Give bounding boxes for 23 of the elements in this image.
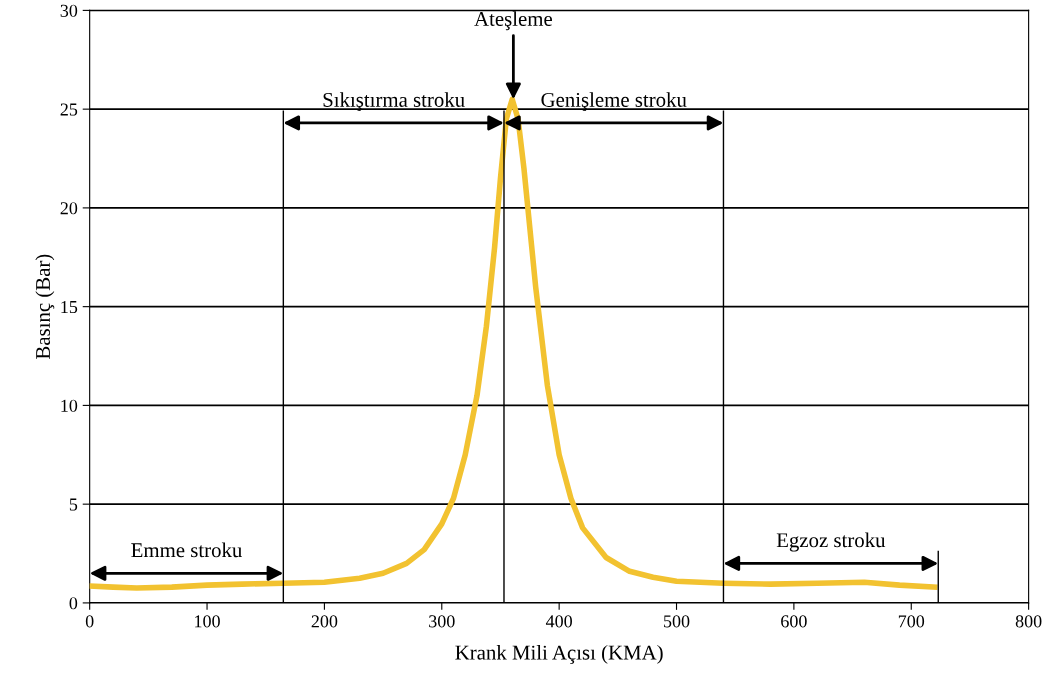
x-tick-label: 700	[898, 615, 925, 628]
y-tick-label: 5	[69, 498, 78, 511]
y-axis-title: Basınç (Bar)	[35, 254, 55, 359]
y-tick-label: 20	[60, 202, 78, 215]
y-tick-label: 10	[61, 399, 78, 412]
x-tick-label: 400	[545, 615, 572, 628]
x-tick-label: 300	[429, 615, 455, 628]
x-tick-label: 0	[85, 615, 94, 628]
y-tick-label: 15	[61, 301, 78, 314]
annotation: Egzoz stroku	[776, 532, 886, 552]
annotation: Sıkıştırma stroku	[323, 92, 465, 112]
x-tick-label: 500	[664, 615, 690, 628]
x-axis-title: Krank Mili Açısı (KMA)	[455, 644, 663, 664]
x-tick-label: 200	[311, 615, 338, 628]
annotation: Genişleme stroku	[541, 92, 687, 112]
y-tick-label: 25	[60, 103, 78, 116]
annotation: Emme stroku	[131, 542, 242, 558]
x-tick-label: 800	[1015, 615, 1042, 628]
x-tick-label: 100	[195, 615, 220, 628]
annotation: Ateşleme	[474, 11, 552, 31]
y-tick-label: 0	[69, 597, 78, 610]
y-tick-label: 30	[60, 4, 78, 17]
x-tick-label: 600	[781, 615, 807, 628]
